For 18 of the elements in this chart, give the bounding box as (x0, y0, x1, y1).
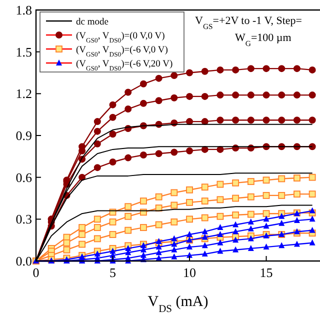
x-tick-label: 0 (32, 265, 40, 280)
legend-label: dc mode (76, 17, 108, 28)
annotation: W$_{G}$=100 µm (235, 32, 292, 48)
y-tick-label: 1.2 (16, 86, 32, 102)
legend-label: (V$_{GS0}$, V$_{DS0}$)=(0 V,0 V) (76, 31, 165, 44)
annotation: V$_{GS}$=+2V to -1 V, Step= (195, 15, 302, 30)
y-tick-label: 0.3 (16, 212, 32, 227)
y-tick-label: 1.8 (16, 2, 32, 18)
x-tick-label: 5 (110, 265, 116, 280)
y-tick-label: 0.6 (16, 170, 32, 185)
x-axis-title: V$_{DS}$ (mA) (148, 294, 208, 314)
x-tick-label: 15 (260, 265, 273, 280)
y-tick-label: 0.9 (16, 128, 32, 144)
y-tick-label: 0.0 (16, 254, 32, 269)
x-tick-label: 10 (183, 265, 196, 280)
y-tick-label: 1.5 (16, 44, 32, 60)
legend-label: (V$_{GS0}$, V$_{DS0}$)=(-6 V,20 V) (76, 59, 173, 72)
legend-label: (V$_{GS0}$, V$_{DS0}$)=(-6 V,0 V) (76, 45, 168, 58)
